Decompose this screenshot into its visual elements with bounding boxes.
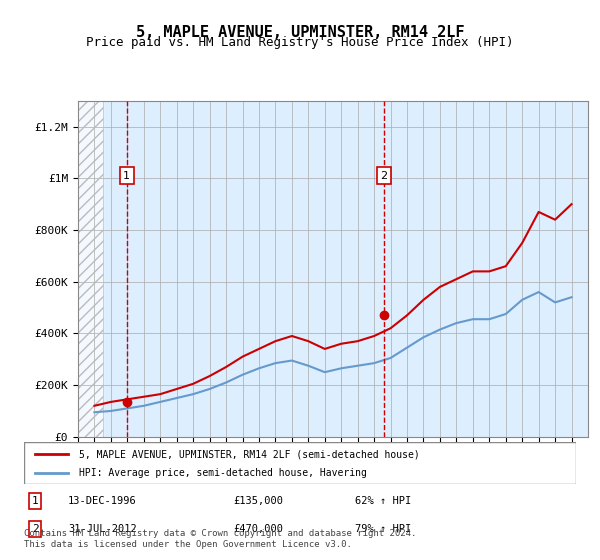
Text: 2: 2	[380, 171, 387, 181]
Text: £470,000: £470,000	[234, 524, 284, 534]
Text: 31-JUL-2012: 31-JUL-2012	[68, 524, 137, 534]
Text: 5, MAPLE AVENUE, UPMINSTER, RM14 2LF: 5, MAPLE AVENUE, UPMINSTER, RM14 2LF	[136, 25, 464, 40]
Text: 1: 1	[123, 171, 130, 181]
Text: Price paid vs. HM Land Registry's House Price Index (HPI): Price paid vs. HM Land Registry's House …	[86, 36, 514, 49]
Text: Contains HM Land Registry data © Crown copyright and database right 2024.
This d: Contains HM Land Registry data © Crown c…	[24, 529, 416, 549]
Text: 2: 2	[32, 524, 38, 534]
FancyBboxPatch shape	[24, 442, 576, 484]
Text: 79% ↑ HPI: 79% ↑ HPI	[355, 524, 412, 534]
Text: 5, MAPLE AVENUE, UPMINSTER, RM14 2LF (semi-detached house): 5, MAPLE AVENUE, UPMINSTER, RM14 2LF (se…	[79, 449, 420, 459]
Text: 62% ↑ HPI: 62% ↑ HPI	[355, 496, 412, 506]
Text: 13-DEC-1996: 13-DEC-1996	[68, 496, 137, 506]
Text: 1: 1	[32, 496, 38, 506]
Text: HPI: Average price, semi-detached house, Havering: HPI: Average price, semi-detached house,…	[79, 468, 367, 478]
Text: £135,000: £135,000	[234, 496, 284, 506]
